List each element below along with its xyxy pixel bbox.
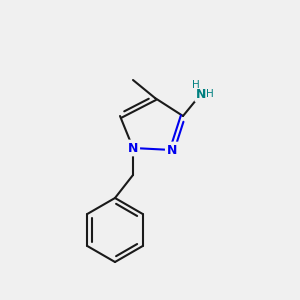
- Text: H: H: [206, 89, 214, 99]
- Text: H: H: [192, 80, 200, 90]
- Text: N: N: [167, 143, 177, 157]
- Text: N: N: [196, 88, 206, 100]
- Text: N: N: [128, 142, 138, 154]
